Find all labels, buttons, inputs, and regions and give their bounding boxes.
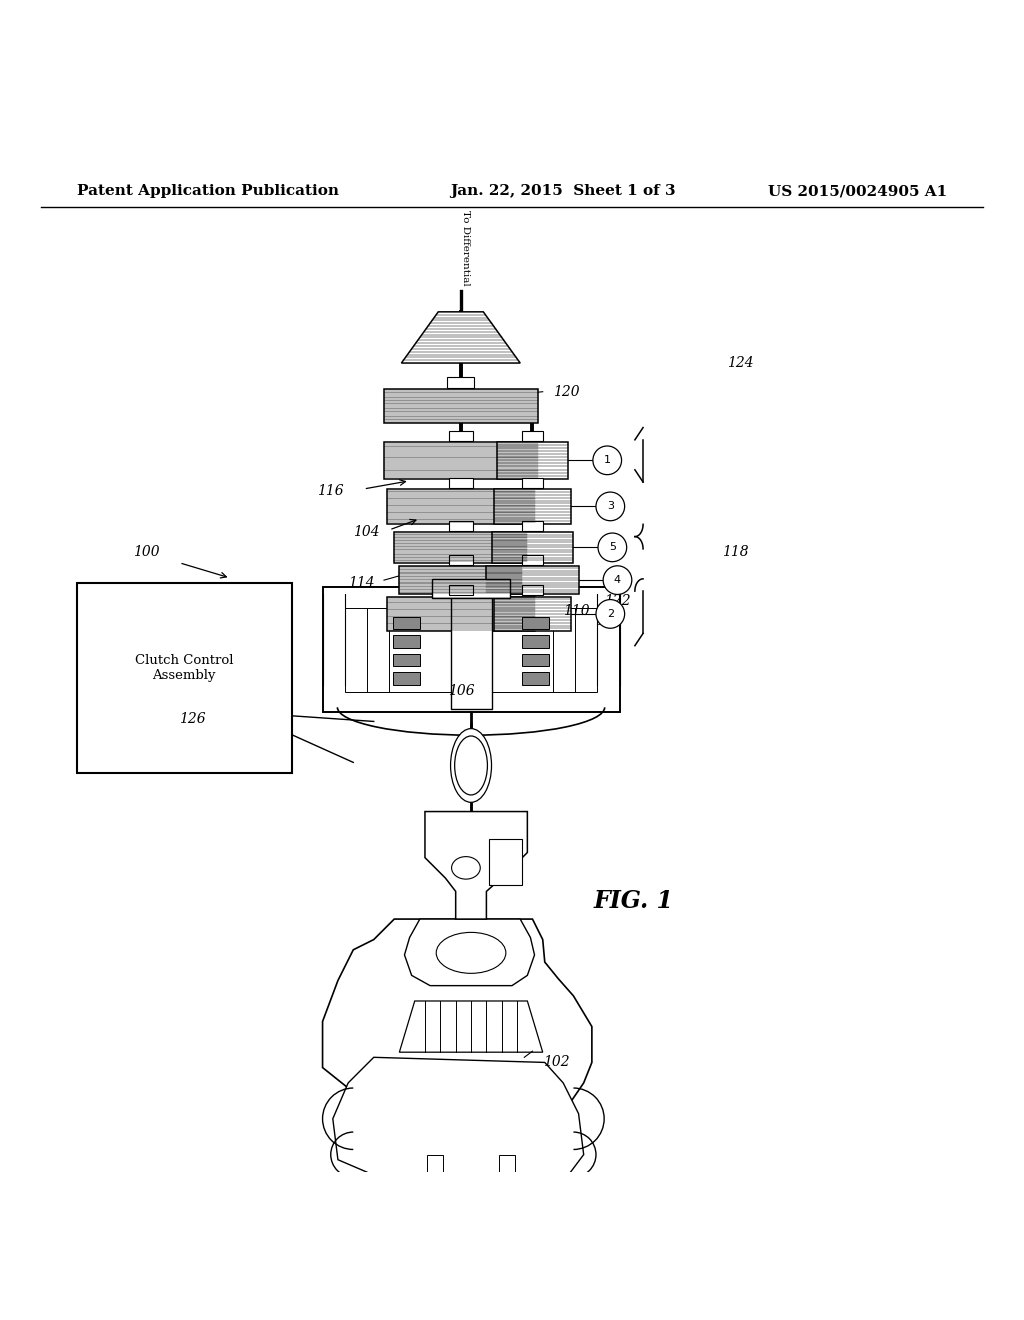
Bar — [522, 478, 543, 488]
Bar — [389, 609, 553, 692]
Text: 122: 122 — [604, 594, 631, 607]
Circle shape — [603, 566, 632, 594]
Text: 3: 3 — [607, 502, 613, 511]
Text: 110: 110 — [563, 603, 590, 618]
Text: US 2015/0024905 A1: US 2015/0024905 A1 — [768, 183, 947, 198]
Bar — [384, 442, 538, 479]
Bar — [522, 430, 543, 441]
Bar — [323, 587, 620, 713]
Polygon shape — [401, 312, 520, 363]
Circle shape — [598, 533, 627, 562]
Bar — [522, 672, 549, 685]
Text: 4: 4 — [614, 576, 621, 585]
Bar — [393, 616, 420, 630]
Bar — [447, 378, 474, 388]
Text: FIG. 1: FIG. 1 — [594, 888, 674, 912]
Bar — [393, 672, 420, 685]
Ellipse shape — [455, 737, 487, 795]
Bar — [449, 585, 473, 595]
Bar — [522, 653, 549, 667]
Bar — [486, 566, 579, 594]
Bar — [522, 585, 543, 595]
Text: 100: 100 — [133, 545, 160, 560]
Text: 126: 126 — [179, 713, 206, 726]
Text: 106: 106 — [449, 684, 475, 698]
Circle shape — [596, 492, 625, 520]
Bar — [399, 566, 522, 594]
Bar — [494, 488, 571, 524]
Text: 118: 118 — [722, 545, 749, 560]
Bar — [393, 635, 420, 648]
Bar — [427, 1155, 443, 1175]
Text: 124: 124 — [727, 356, 754, 370]
Text: Clutch Control
Assembly: Clutch Control Assembly — [135, 655, 233, 682]
Text: 5: 5 — [609, 543, 615, 552]
Polygon shape — [425, 812, 527, 919]
Bar — [387, 488, 535, 524]
Bar — [387, 597, 535, 631]
Polygon shape — [333, 1057, 584, 1180]
Ellipse shape — [436, 932, 506, 973]
Text: 114: 114 — [348, 577, 375, 590]
Bar — [77, 583, 292, 772]
Bar — [497, 442, 568, 479]
Bar — [449, 478, 473, 488]
Bar — [384, 388, 538, 424]
Bar — [492, 532, 573, 562]
Ellipse shape — [451, 729, 492, 803]
Circle shape — [596, 599, 625, 628]
Bar — [522, 520, 543, 531]
Bar — [449, 554, 473, 565]
Text: 1: 1 — [604, 455, 610, 466]
Polygon shape — [404, 919, 535, 986]
Polygon shape — [399, 1001, 543, 1052]
Polygon shape — [323, 919, 592, 1185]
Text: 116: 116 — [317, 484, 344, 498]
Text: 2: 2 — [607, 609, 613, 619]
Text: Jan. 22, 2015  Sheet 1 of 3: Jan. 22, 2015 Sheet 1 of 3 — [451, 183, 676, 198]
Bar — [494, 597, 571, 631]
Bar — [368, 609, 575, 692]
Text: 120: 120 — [553, 384, 580, 399]
Text: To Differential: To Differential — [462, 210, 470, 286]
Bar — [489, 840, 522, 886]
Bar — [432, 579, 510, 598]
Bar — [449, 430, 473, 441]
Bar — [499, 1155, 515, 1175]
Bar — [522, 616, 549, 630]
Bar — [451, 590, 492, 709]
Text: 104: 104 — [353, 525, 380, 539]
Text: 112: 112 — [596, 614, 623, 628]
Text: Patent Application Publication: Patent Application Publication — [77, 183, 339, 198]
Bar — [449, 520, 473, 531]
Ellipse shape — [452, 857, 480, 879]
Text: 102: 102 — [543, 1056, 569, 1069]
Bar — [345, 609, 597, 692]
Bar — [522, 554, 543, 565]
Bar — [394, 532, 527, 562]
Bar — [522, 635, 549, 648]
Bar — [393, 653, 420, 667]
Circle shape — [593, 446, 622, 475]
